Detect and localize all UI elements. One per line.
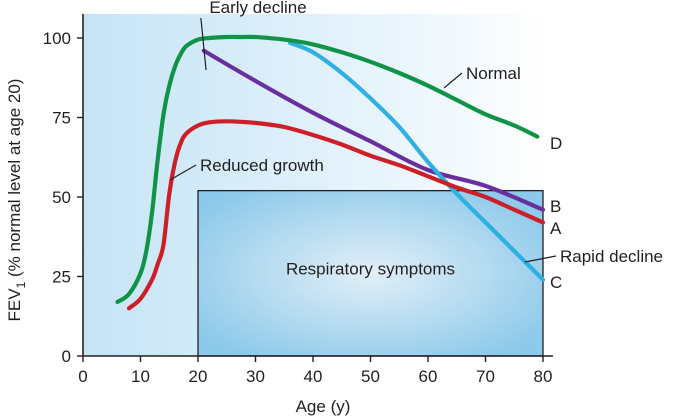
- x-axis-title: Age (y): [296, 397, 351, 416]
- series-line-early-decline: [201, 48, 546, 212]
- x-tick-label: 50: [361, 367, 380, 386]
- x-tick-label: 30: [246, 367, 265, 386]
- rapid-decline-leader-line: [524, 255, 557, 263]
- x-tick-label: 10: [131, 367, 150, 386]
- early-decline-leader-line: [200, 17, 207, 71]
- y-axis-title-main: FEV: [5, 288, 24, 322]
- reduced-growth-leader-line: [169, 164, 197, 181]
- normal-leader-line: [443, 72, 463, 89]
- y-axis-title-subscript: 1: [14, 281, 28, 288]
- respiratory-symptoms-region: [197, 189, 544, 357]
- y-tick-label: 75: [52, 109, 71, 128]
- reduced-growth-label: Reduced growth: [200, 156, 324, 175]
- y-axis-title-rest: (% normal level at age 20): [5, 79, 24, 282]
- series-line-rapid-decline: [287, 40, 546, 282]
- y-tick-label: 25: [52, 268, 71, 287]
- series-line-reduced-growth: [126, 119, 546, 311]
- y-axis-title: FEV1 (% normal level at age 20): [5, 79, 28, 322]
- x-tick-label: 60: [419, 367, 438, 386]
- x-tick-label: 40: [304, 367, 323, 386]
- end-label-d: D: [550, 134, 562, 153]
- y-tick-label: 100: [43, 29, 71, 48]
- x-tick-label: 20: [189, 367, 208, 386]
- x-tick-label: 80: [534, 367, 553, 386]
- end-label-a: A: [550, 219, 562, 238]
- end-label-c: C: [550, 273, 562, 292]
- early-decline-label: Early decline: [209, 0, 306, 17]
- x-tick-label: 70: [476, 367, 495, 386]
- series-line-normal: [115, 34, 540, 304]
- end-label-b: B: [550, 197, 561, 216]
- rapid-decline-label: Rapid decline: [560, 247, 663, 266]
- respiratory-symptoms-label: Respiratory symptoms: [286, 260, 455, 279]
- y-tick-label: 0: [62, 347, 71, 366]
- x-tick-label: 0: [78, 367, 87, 386]
- y-tick-label: 50: [52, 188, 71, 207]
- normal-label: Normal: [466, 64, 521, 83]
